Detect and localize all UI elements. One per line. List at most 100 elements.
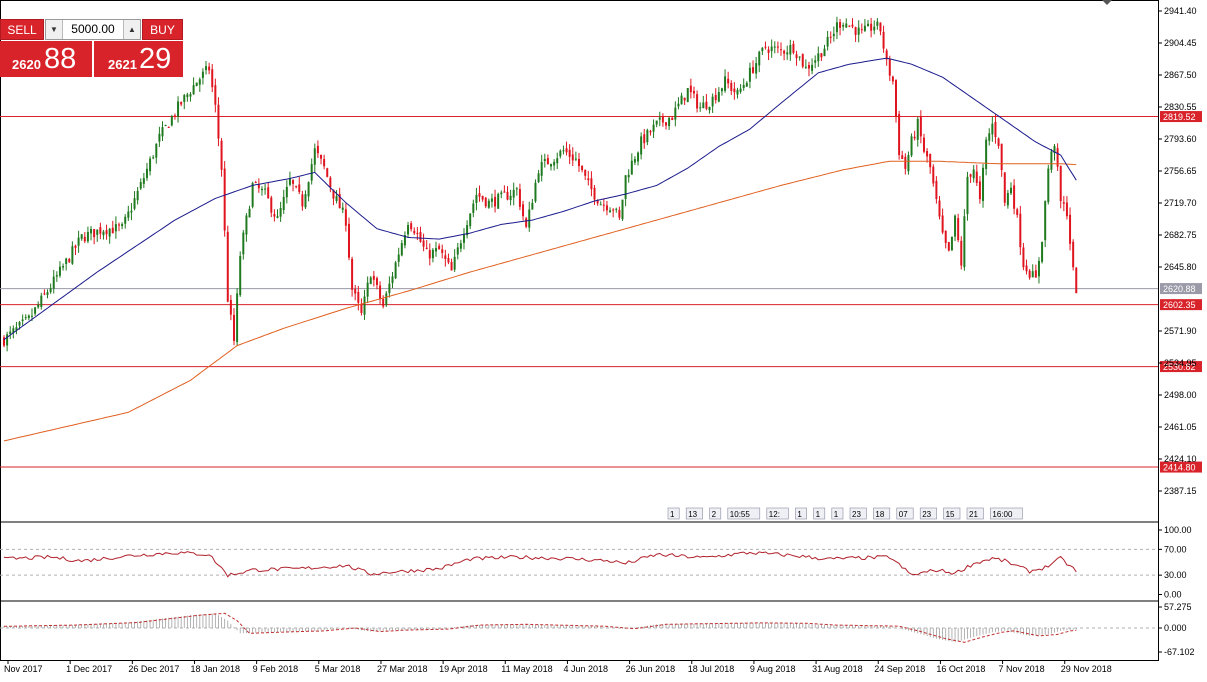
candle-body bbox=[677, 103, 680, 107]
candle-body bbox=[1022, 247, 1025, 268]
candle-body bbox=[1072, 241, 1075, 268]
candle-body bbox=[6, 334, 9, 346]
candle-body bbox=[105, 230, 108, 235]
candle-body bbox=[624, 175, 627, 199]
event-label: 18 bbox=[875, 510, 884, 519]
event-box bbox=[685, 507, 703, 520]
candle-body bbox=[910, 136, 913, 156]
candle-body bbox=[170, 116, 173, 126]
candle-body bbox=[431, 249, 434, 259]
event-label: 1 bbox=[670, 510, 675, 519]
candle-body bbox=[497, 193, 500, 209]
candle-body bbox=[304, 194, 307, 208]
candle-body bbox=[686, 88, 689, 102]
candle-body bbox=[326, 168, 329, 177]
candle-body bbox=[74, 245, 77, 248]
y-tick-label: 2498.00 bbox=[1164, 390, 1197, 400]
candle-body bbox=[407, 225, 410, 235]
sell-price-button[interactable]: 2620 88 bbox=[0, 41, 92, 77]
candle-body bbox=[1059, 166, 1062, 202]
candle-body bbox=[621, 199, 624, 220]
candle-body bbox=[630, 160, 633, 175]
candle-body bbox=[711, 96, 714, 107]
candle-body bbox=[450, 262, 453, 271]
candle-body bbox=[975, 171, 978, 183]
candle-body bbox=[773, 46, 776, 48]
candle-body bbox=[9, 331, 12, 335]
candle-body bbox=[472, 203, 475, 213]
candle-body bbox=[522, 204, 525, 217]
candle-body bbox=[894, 80, 897, 117]
candle-body bbox=[385, 293, 388, 306]
candle-body bbox=[789, 45, 792, 55]
candle-body bbox=[674, 107, 677, 120]
triangle-down-icon[interactable]: ▼ bbox=[46, 20, 63, 39]
candle-body bbox=[1062, 202, 1065, 204]
candle-body bbox=[780, 49, 782, 51]
candle-body bbox=[1047, 168, 1050, 203]
candle-body bbox=[982, 167, 985, 202]
candle-body bbox=[702, 102, 705, 109]
triangle-up-icon[interactable]: ▲ bbox=[123, 20, 140, 39]
x-tick-label: 1 Dec 2017 bbox=[66, 664, 112, 674]
candle-body bbox=[152, 157, 155, 159]
candle-body bbox=[186, 94, 189, 98]
candle-body bbox=[313, 148, 316, 165]
candle-body bbox=[742, 84, 745, 89]
candle-body bbox=[832, 33, 835, 37]
candle-body bbox=[18, 322, 21, 326]
buy-price-button[interactable]: 2621 29 bbox=[94, 41, 183, 77]
candle-body bbox=[633, 159, 636, 163]
candle-body bbox=[400, 243, 403, 256]
candle-body bbox=[680, 95, 683, 105]
candle-body bbox=[372, 275, 375, 280]
candle-body bbox=[136, 190, 139, 201]
candle-body bbox=[534, 182, 537, 202]
event-box bbox=[766, 507, 789, 520]
candle-body bbox=[416, 232, 419, 234]
candle-body bbox=[596, 199, 599, 204]
candle-body bbox=[1050, 151, 1053, 170]
candle-body bbox=[354, 288, 357, 294]
candle-body bbox=[121, 224, 124, 227]
candle-body bbox=[410, 223, 413, 230]
candle-body bbox=[1056, 148, 1059, 167]
candle-body bbox=[1025, 265, 1028, 272]
candle-body bbox=[236, 293, 239, 343]
candle-body bbox=[86, 231, 89, 242]
candle-body bbox=[320, 154, 323, 159]
candle-body bbox=[1034, 270, 1037, 278]
candle-body bbox=[640, 136, 643, 155]
candle-body bbox=[845, 23, 848, 28]
candle-body bbox=[220, 140, 223, 170]
sell-price-prefix: 2620 bbox=[12, 57, 41, 72]
candle-body bbox=[885, 50, 888, 60]
candle-body bbox=[929, 154, 932, 168]
candle-body bbox=[251, 183, 254, 207]
candle-body bbox=[848, 25, 851, 27]
candle-body bbox=[913, 136, 916, 139]
buy-button[interactable]: BUY bbox=[142, 19, 183, 40]
candle-body bbox=[425, 247, 428, 250]
candle-body bbox=[550, 164, 553, 167]
candle-body bbox=[829, 36, 832, 38]
candle-body bbox=[223, 168, 226, 231]
lot-size-value[interactable]: 5000.00 bbox=[71, 22, 115, 36]
osc-y-tick-label: 57.275 bbox=[1164, 602, 1192, 612]
x-tick-label: 18 Jul 2018 bbox=[688, 664, 735, 674]
candle-body bbox=[99, 227, 102, 234]
candle-body bbox=[117, 224, 120, 226]
y-tick-label: 2424.10 bbox=[1164, 454, 1197, 464]
candle-body bbox=[205, 66, 208, 71]
candle-body bbox=[338, 193, 341, 209]
candle-body bbox=[494, 196, 497, 207]
candle-body bbox=[344, 209, 347, 226]
candle-body bbox=[854, 27, 857, 35]
lot-size-field[interactable]: ▼ 5000.00 ▲ bbox=[45, 19, 141, 40]
candle-body bbox=[1006, 192, 1009, 206]
x-tick-label: 5 Mar 2018 bbox=[315, 664, 361, 674]
sell-button[interactable]: SELL bbox=[0, 19, 44, 40]
event-box bbox=[990, 507, 1023, 520]
candle-body bbox=[525, 218, 528, 227]
candle-body bbox=[954, 215, 957, 237]
